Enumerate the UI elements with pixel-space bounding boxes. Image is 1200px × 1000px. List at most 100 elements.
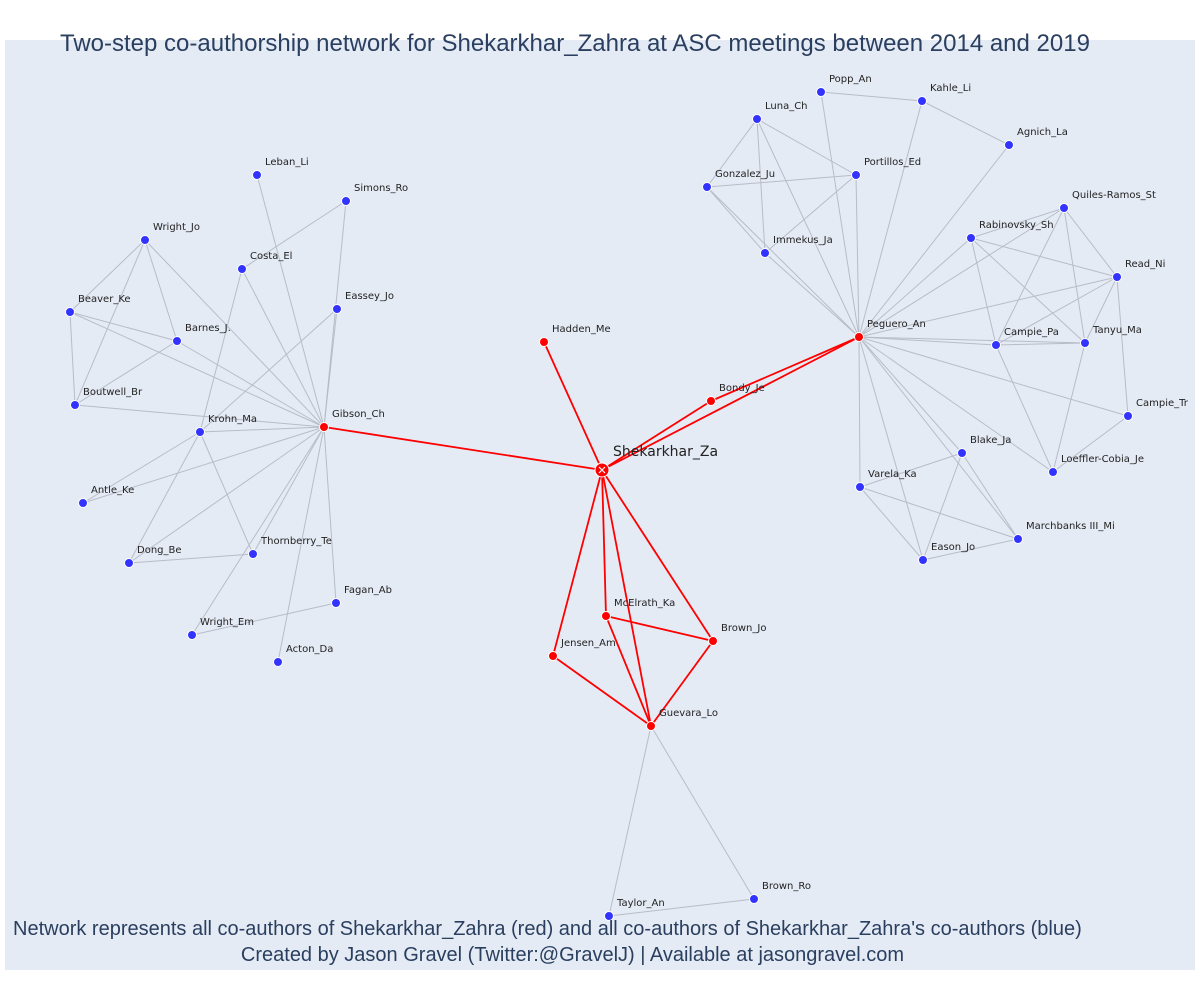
edge-direct-shekarkhar-za-jensen-am	[552, 469, 603, 657]
edge-gonzalez-ju-immekus-ja	[706, 186, 766, 254]
node-read-ni[interactable]	[1112, 272, 1122, 282]
label-luna-ch: Luna_Ch	[765, 101, 808, 112]
node-eason-jo[interactable]	[918, 555, 928, 565]
label-leban-li: Leban_Li	[265, 157, 309, 168]
node-mcelrath-ka[interactable]	[601, 611, 611, 621]
node-blake-ja[interactable]	[957, 448, 967, 458]
label-marchbanks-iii-mi: Marchbanks III_Mi	[1026, 521, 1115, 532]
label-hadden-me: Hadden_Me	[552, 324, 611, 335]
label-campie-tr: Campie_Tr	[1136, 398, 1189, 409]
node-costa-el[interactable]	[237, 264, 247, 274]
edge-kahle-li-agnich-la	[921, 100, 1010, 146]
node-loeffler-cobia-je[interactable]	[1048, 467, 1058, 477]
edge-peguero-an-loeffler-cobia-je	[858, 336, 1054, 473]
edge-krohn-ma-thornberry-te	[199, 431, 254, 555]
node-eassey-jo[interactable]	[332, 304, 342, 314]
node-brown-jo[interactable]	[708, 636, 718, 646]
label-costa-el: Costa_El	[250, 251, 292, 262]
node-campie-pa[interactable]	[991, 340, 1001, 350]
edge-popp-an-kahle-li	[820, 91, 923, 102]
edge-quiles-ramos-st-campie-pa	[995, 207, 1065, 346]
edge-gibson-ch-barnes-j	[176, 340, 325, 428]
edge-direct-shekarkhar-za-peguero-an	[601, 336, 860, 471]
edge-wright-jo-barnes-j	[144, 239, 178, 342]
edge-peguero-an-luna-ch	[756, 118, 860, 338]
edge-simons-ro-costa-el	[241, 200, 347, 270]
node-quiles-ramos-st[interactable]	[1059, 203, 1069, 213]
label-guevara-lo: Guevara_Lo	[659, 708, 718, 719]
label-wright-jo: Wright_Jo	[153, 222, 200, 233]
labels-layer: Leban_Li Simons_Ro Wright_Jo Costa_El Eassey…	[78, 74, 1189, 909]
label-krohn-ma: Krohn_Ma	[208, 414, 257, 425]
node-popp-an[interactable]	[816, 87, 826, 97]
label-taylor-an: Taylor_An	[616, 898, 665, 909]
label-popp-an: Popp_An	[829, 74, 872, 85]
node-peguero-an[interactable]	[854, 332, 864, 342]
node-portillos-ed[interactable]	[851, 170, 861, 180]
edges-layer	[69, 91, 1129, 917]
node-brown-ro[interactable]	[749, 894, 759, 904]
node-campie-tr[interactable]	[1123, 411, 1133, 421]
label-brown-jo: Brown_Jo	[721, 623, 766, 634]
node-agnich-la[interactable]	[1004, 140, 1014, 150]
label-gonzalez-ju: Gonzalez_Ju	[715, 169, 775, 180]
node-barnes-j[interactable]	[172, 336, 182, 346]
edge-rabinovsky-sh-read-ni	[970, 237, 1118, 278]
edge-gibson-ch-eassey-jo	[323, 308, 338, 428]
label-peguero-an: Peguero_An	[867, 319, 926, 330]
edge-gibson-ch-antle-ke	[82, 426, 325, 504]
node-gonzalez-ju[interactable]	[702, 182, 712, 192]
node-thornberry-te[interactable]	[248, 549, 258, 559]
edge-dong-be-thornberry-te	[128, 553, 254, 564]
edge-peguero-an-campie-pa	[858, 336, 997, 346]
label-fagan-ab: Fagan_Ab	[344, 585, 392, 596]
node-marchbanks-iii-mi[interactable]	[1013, 534, 1023, 544]
label-acton-da: Acton_Da	[286, 644, 333, 655]
label-kahle-li: Kahle_Li	[930, 83, 971, 94]
edge-wright-jo-beaver-ke	[69, 239, 146, 313]
edge-read-ni-campie-tr	[1116, 276, 1129, 417]
edge-beaver-ke-barnes-j	[69, 311, 178, 342]
footer-credit: Created by Jason Gravel (Twitter:@Gravel…	[240, 944, 905, 966]
node-fagan-ab[interactable]	[331, 598, 341, 608]
node-simons-ro[interactable]	[341, 196, 351, 206]
edge-peguero-an-marchbanks-iii-mi	[858, 336, 1019, 540]
edge-luna-ch-immekus-ja	[756, 118, 766, 254]
plot-background	[5, 40, 1195, 970]
node-leban-li[interactable]	[252, 170, 262, 180]
node-varela-ka[interactable]	[855, 482, 865, 492]
node-bondy-je[interactable]	[706, 396, 716, 406]
edge-varela-ka-marchbanks-iii-mi	[859, 486, 1019, 540]
node-wright-em[interactable]	[187, 630, 197, 640]
node-guevara-lo[interactable]	[646, 721, 656, 731]
edge-blake-ja-eason-jo	[922, 452, 963, 561]
node-krohn-ma[interactable]	[195, 427, 205, 437]
edge-campie-tr-loeffler-cobia-je	[1052, 415, 1129, 473]
edge-quiles-ramos-st-read-ni	[1063, 207, 1118, 278]
edge-quiles-ramos-st-tanyu-ma	[1063, 207, 1086, 344]
node-taylor-an[interactable]	[604, 911, 614, 921]
node-acton-da[interactable]	[273, 657, 283, 667]
edge-gibson-ch-fagan-ab	[323, 426, 337, 604]
node-antle-ke[interactable]	[78, 498, 88, 508]
node-hadden-me[interactable]	[539, 337, 549, 347]
node-beaver-ke[interactable]	[65, 307, 75, 317]
node-rabinovsky-sh[interactable]	[966, 233, 976, 243]
label-gibson-ch: Gibson_Ch	[332, 409, 385, 420]
label-portillos-ed: Portillos_Ed	[864, 157, 921, 168]
node-wright-jo[interactable]	[140, 235, 150, 245]
edge-gibson-ch-boutwell-br	[74, 404, 325, 428]
node-jensen-am[interactable]	[548, 651, 558, 661]
node-luna-ch[interactable]	[752, 114, 762, 124]
edge-direct-shekarkhar-za-mcelrath-ka	[601, 469, 607, 617]
node-kahle-li[interactable]	[917, 96, 927, 106]
node-immekus-ja[interactable]	[760, 248, 770, 258]
node-gibson-ch[interactable]	[319, 422, 329, 432]
node-boutwell-br[interactable]	[70, 400, 80, 410]
edge-direct-shekarkhar-za-bondy-je	[601, 400, 712, 471]
label-beaver-ke: Beaver_Ke	[78, 294, 131, 305]
node-dong-be[interactable]	[124, 558, 134, 568]
edge-peguero-an-popp-an	[820, 91, 860, 338]
edge-peguero-an-immekus-ja	[764, 252, 860, 338]
node-tanyu-ma[interactable]	[1080, 338, 1090, 348]
